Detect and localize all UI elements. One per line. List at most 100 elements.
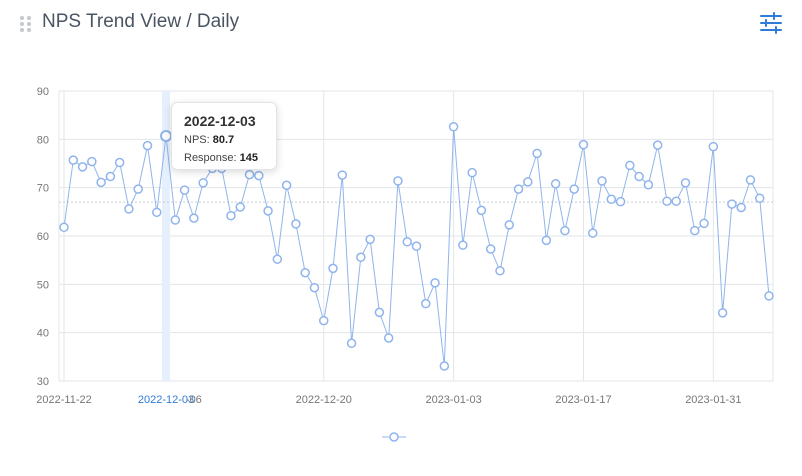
data-point — [402, 237, 412, 247]
data-point — [625, 160, 635, 171]
data-point — [365, 234, 375, 245]
data-point — [77, 162, 88, 172]
data-point — [374, 307, 385, 318]
data-point — [254, 170, 264, 181]
data-point — [272, 254, 283, 264]
data-point — [764, 291, 774, 301]
data-point — [439, 361, 450, 371]
data-point — [560, 225, 570, 236]
data-point — [541, 235, 552, 246]
data-point — [142, 140, 153, 151]
data-point — [467, 167, 477, 178]
data-point — [513, 184, 524, 194]
data-tooltip: 2022-12-03 NPS: 80.7 Response: 145 — [171, 102, 277, 170]
data-point — [105, 171, 116, 182]
tooltip-nps-row: NPS: 80.7 — [184, 131, 264, 149]
data-point — [699, 218, 709, 229]
data-point — [179, 185, 190, 195]
data-point — [133, 184, 143, 194]
data-point — [588, 228, 598, 238]
data-point — [615, 196, 626, 207]
y-tick-label: 70 — [37, 183, 49, 195]
tooltip-response-value: 145 — [239, 152, 259, 164]
data-point — [717, 308, 728, 318]
data-point — [634, 171, 644, 182]
x-tick-label: -06 — [186, 394, 202, 406]
data-point — [291, 219, 301, 229]
data-point — [532, 148, 542, 159]
sliders-icon[interactable] — [758, 10, 784, 36]
data-point — [606, 194, 617, 205]
data-point — [152, 207, 162, 218]
x-tick-label: 2022-11-22 — [36, 394, 91, 406]
drag-handle-icon[interactable] — [20, 16, 32, 32]
data-point — [569, 184, 579, 194]
data-point — [652, 140, 663, 150]
data-point — [745, 175, 756, 185]
data-point — [189, 213, 199, 223]
x-tick-label: 2023-01-03 — [425, 394, 481, 406]
data-point — [754, 193, 765, 204]
data-point — [476, 205, 487, 216]
x-tick-label: 2022-12-20 — [296, 394, 352, 406]
data-point — [383, 333, 394, 343]
data-point — [504, 220, 515, 230]
data-point — [430, 278, 440, 288]
data-point — [244, 169, 255, 180]
data-point — [708, 141, 719, 152]
data-point — [124, 204, 134, 214]
data-point — [448, 122, 459, 132]
y-tick-label: 40 — [37, 328, 49, 340]
y-tick-label: 80 — [37, 134, 49, 146]
data-point — [87, 156, 97, 167]
data-point — [318, 315, 329, 326]
data-point — [356, 252, 366, 263]
data-point — [736, 202, 746, 213]
data-point — [727, 199, 737, 209]
data-point — [309, 282, 320, 293]
y-tick-label: 60 — [37, 231, 49, 243]
data-point — [690, 225, 700, 236]
data-point — [328, 263, 338, 274]
x-tick-label: 2023-01-17 — [555, 394, 611, 406]
data-point — [263, 206, 273, 216]
data-point — [597, 176, 607, 186]
chart-header: NPS Trend View / Daily — [0, 0, 802, 46]
chart-title: NPS Trend View / Daily — [42, 11, 240, 32]
data-point — [346, 338, 357, 349]
data-point — [114, 157, 125, 168]
data-point — [485, 244, 496, 254]
data-point — [235, 202, 245, 212]
data-point — [680, 178, 691, 188]
tooltip-nps-value: 80.7 — [212, 134, 235, 146]
y-tick-label: 50 — [37, 279, 49, 291]
data-point — [281, 180, 292, 190]
hover-band — [162, 91, 171, 381]
y-tick-label: 90 — [37, 86, 49, 98]
data-point — [59, 222, 69, 233]
tooltip-date: 2022-12-03 — [184, 113, 256, 129]
tooltip-nps-label: NPS: — [184, 134, 213, 146]
data-point — [198, 178, 208, 188]
data-point — [421, 298, 431, 309]
data-point — [643, 180, 654, 190]
data-point — [550, 179, 561, 189]
legend-item[interactable] — [382, 430, 406, 444]
tooltip-response-row: Response: 145 — [184, 149, 264, 167]
data-point — [170, 215, 181, 225]
data-point — [578, 139, 589, 150]
data-point — [393, 176, 403, 186]
data-point — [337, 170, 348, 180]
data-point — [458, 240, 468, 250]
data-point — [662, 196, 672, 206]
data-point — [411, 241, 422, 251]
data-point-active — [160, 129, 173, 142]
y-tick-label: 30 — [37, 376, 49, 388]
x-tick-label: 2023-01-31 — [685, 394, 741, 406]
data-point — [68, 155, 79, 165]
data-point — [96, 177, 106, 188]
data-point — [226, 210, 236, 221]
data-point — [300, 267, 310, 278]
data-point — [495, 266, 505, 276]
